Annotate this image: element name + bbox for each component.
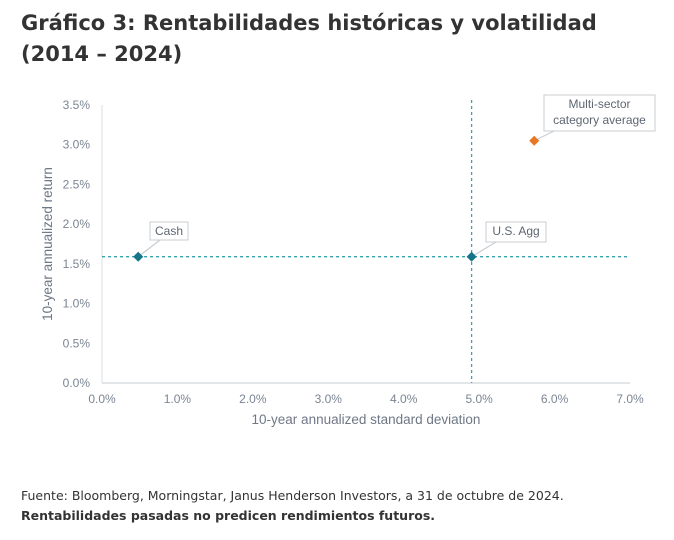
x-tick-label: 1.0% [164, 392, 192, 406]
point-label: category average [553, 113, 646, 127]
data-point-multi-sector-category-average [529, 135, 540, 146]
x-tick-label: 2.0% [239, 392, 267, 406]
point-label: Cash [155, 224, 183, 238]
y-tick-label: 2.5% [63, 177, 91, 191]
point-label: Multi-sector [568, 97, 630, 111]
data-point-u-s-agg [466, 251, 477, 262]
x-tick-label: 5.0% [465, 392, 493, 406]
point-label: U.S. Agg [492, 224, 539, 238]
x-axis-label: 10-year annualized standard deviation [252, 412, 481, 427]
y-axis-label: 10-year annualized return [40, 167, 55, 321]
callout-box [543, 94, 656, 132]
callout-leader [137, 239, 161, 258]
data-point-cash [133, 251, 144, 262]
x-tick-label: 3.0% [315, 392, 343, 406]
callout-box [485, 221, 547, 243]
chart-title: Gráfico 3: Rentabilidades históricas y v… [21, 11, 597, 66]
chart-footer: Fuente: Bloomberg, Morningstar, Janus He… [21, 486, 564, 526]
y-tick-label: 0.5% [63, 336, 91, 350]
disclaimer: Rentabilidades pasadas no predicen rendi… [21, 508, 436, 523]
y-tick-label: 1.5% [63, 257, 91, 271]
y-tick-label: 3.0% [63, 138, 91, 152]
y-tick-label: 0.0% [63, 376, 91, 390]
callout-leader [471, 241, 497, 258]
y-tick-label: 1.0% [63, 297, 91, 311]
x-tick-label: 0.0% [88, 392, 116, 406]
callout-box [149, 221, 189, 241]
source-note: Fuente: Bloomberg, Morningstar, Janus He… [21, 488, 564, 503]
x-tick-label: 6.0% [541, 392, 569, 406]
y-tick-label: 3.5% [63, 98, 91, 112]
x-tick-label: 7.0% [616, 392, 644, 406]
x-tick-label: 4.0% [390, 392, 418, 406]
y-tick-label: 2.0% [63, 217, 91, 231]
